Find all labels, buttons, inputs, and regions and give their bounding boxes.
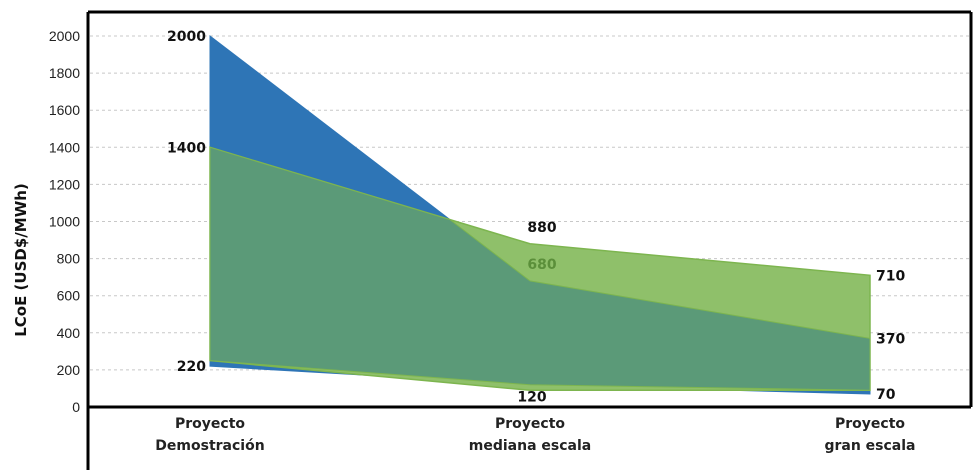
- axes: [86, 10, 973, 470]
- y-tick-label: 1600: [49, 102, 80, 118]
- data-label: 680: [527, 257, 556, 273]
- x-category-label: Proyecto: [495, 416, 565, 432]
- x-category-label: Proyecto: [175, 416, 245, 432]
- y-tick-label: 0: [72, 399, 80, 415]
- data-label: 2000: [167, 29, 206, 45]
- area-band-overlap: [209, 146, 871, 391]
- y-tick-label: 2000: [49, 28, 80, 44]
- x-axis-categories: Proyecto Demostración Proyecto mediana esca…: [155, 416, 915, 454]
- y-tick-label: 200: [57, 362, 81, 378]
- data-label: 220: [177, 359, 206, 375]
- y-axis-ticks: 0 200 400 600 800 1000 1200 1400 1600 1800 2000: [49, 28, 80, 415]
- y-tick-label: 800: [57, 251, 81, 267]
- x-category-label: gran escala: [824, 438, 915, 454]
- y-tick-label: 1400: [49, 139, 80, 155]
- y-tick-label: 400: [57, 325, 81, 341]
- area-series: [209, 34, 871, 395]
- data-label: 120: [517, 390, 546, 406]
- data-label: 710: [876, 268, 905, 284]
- y-tick-label: 600: [57, 288, 81, 304]
- data-label: 70: [876, 387, 896, 403]
- data-label: 370: [876, 331, 905, 347]
- data-label: 1400: [167, 140, 206, 156]
- x-category-label: Demostración: [155, 438, 264, 454]
- y-tick-label: 1800: [49, 65, 80, 81]
- x-category-label: Proyecto: [835, 416, 905, 432]
- x-category-label: mediana escala: [469, 438, 591, 454]
- y-tick-label: 1200: [49, 176, 80, 192]
- y-axis-label: LCoE (USD$/MWh): [12, 183, 30, 337]
- y-tick-label: 1000: [49, 214, 80, 230]
- data-label: 880: [527, 220, 556, 236]
- data-labels: 2000 1400 220 880 680 120 710 370 70: [167, 29, 905, 406]
